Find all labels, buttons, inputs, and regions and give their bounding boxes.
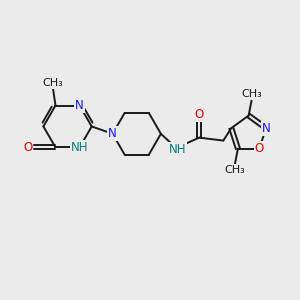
Text: CH₃: CH₃ xyxy=(43,78,64,88)
Text: O: O xyxy=(23,141,32,154)
Text: NH: NH xyxy=(169,143,186,156)
Text: N: N xyxy=(262,122,270,135)
Text: NH: NH xyxy=(71,141,88,154)
Text: O: O xyxy=(255,142,264,155)
Text: CH₃: CH₃ xyxy=(241,89,262,99)
Text: N: N xyxy=(108,127,117,140)
Text: O: O xyxy=(194,108,204,121)
Text: CH₃: CH₃ xyxy=(225,165,245,176)
Text: N: N xyxy=(75,99,84,112)
